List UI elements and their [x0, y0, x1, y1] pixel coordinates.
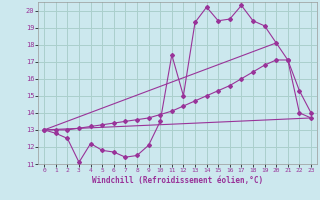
X-axis label: Windchill (Refroidissement éolien,°C): Windchill (Refroidissement éolien,°C): [92, 176, 263, 185]
